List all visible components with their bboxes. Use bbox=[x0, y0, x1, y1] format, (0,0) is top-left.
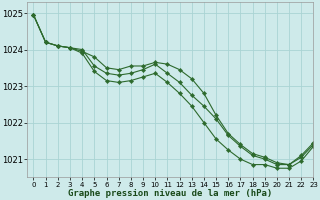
X-axis label: Graphe pression niveau de la mer (hPa): Graphe pression niveau de la mer (hPa) bbox=[68, 189, 273, 198]
